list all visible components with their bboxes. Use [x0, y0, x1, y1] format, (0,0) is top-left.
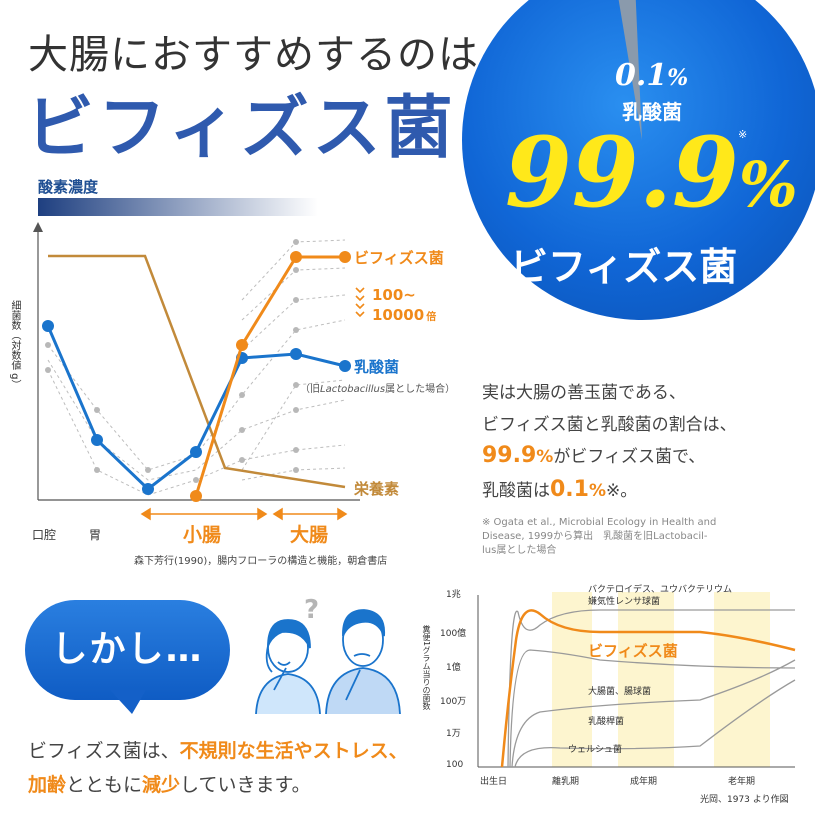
question-mark: ? [304, 595, 319, 625]
x-label-large-intestine: 大腸 [290, 524, 329, 546]
explanation-line-4: 乳酸菌は0.1%※。 [482, 477, 638, 502]
age-y-tick-5: 100 [446, 760, 464, 770]
oxygen-label: 酸素濃度 [38, 178, 99, 196]
age-x-tick-0: 出生日 [480, 777, 508, 787]
adult-band [618, 592, 674, 767]
bif-label: ビフィズス菌 [354, 249, 444, 267]
ecoli-curve [509, 649, 796, 768]
lactic-note: （旧Lactobacillus属とした場合） [300, 384, 456, 395]
lactic-age-label: 乳酸桿菌 [588, 717, 625, 727]
x-label-small-intestine: 小腸 [183, 524, 222, 546]
explanation-line-3: 99.9%がビフィズス菌で、 [482, 443, 706, 468]
y-axis-label: 細菌数（対数値 g） [9, 300, 20, 390]
citation-line-2: Disease, 1999から算出 乳酸菌を旧Lactobacil- [482, 531, 708, 542]
chart-source: 森下芳行(1990)，腸内フローラの構造と機能，朝倉書店 [134, 556, 388, 567]
weaning-band [552, 592, 592, 767]
man-figure [325, 609, 401, 715]
lactic-label: 乳酸菌 [354, 358, 400, 376]
ratio-circle [462, 0, 815, 320]
bottom-line-2: 加齢とともに減少していきます。 [28, 774, 311, 796]
bottom-line-1: ビフィズス菌は、不規則な生活やストレス、 [28, 740, 408, 762]
age-y-tick-4: 1万 [446, 729, 461, 739]
big-label: ビフィズス菌 [510, 245, 738, 289]
lactic-slice [618, 0, 642, 140]
lactic-curve [511, 659, 796, 768]
bif-age-curve [500, 609, 796, 768]
age-y-tick-0: 1兆 [446, 590, 461, 600]
explanation-line-2: ビフィズス菌と乳酸菌の割合は、 [482, 415, 737, 435]
bif-points [190, 251, 351, 502]
age-y-tick-1: 100億 [440, 629, 467, 639]
ratio-label-1: 100~ [372, 286, 416, 304]
age-x-tick-1: 離乳期 [552, 777, 580, 787]
citation-line-1: ※ Ogata et al., Microbial Ecology in Hea… [482, 517, 717, 528]
explanation-line-1: 実は大腸の善玉菌である、 [482, 383, 686, 403]
age-x-tick-3: 老年期 [728, 777, 756, 787]
welchii-curve [514, 679, 796, 768]
other-bacteria-curves [507, 609, 796, 768]
age-y-tick-2: 1億 [446, 663, 461, 673]
oxygen-gradient-bar [38, 198, 318, 216]
age-chart-source: 光岡、1973 より作図 [700, 795, 789, 805]
bacteroides-label-1: バクテロイデス、ユウバクテリウム [588, 585, 733, 595]
speech-bubble-tail [110, 690, 146, 714]
citation-line-3: lus属とした場合 [482, 545, 557, 556]
headline-main: ビフィズス菌 [26, 88, 457, 168]
headline: 大腸におすすめするのは [28, 32, 479, 78]
bif-age-label: ビフィズス菌 [588, 642, 678, 660]
age-x-tick-2: 成年期 [630, 777, 658, 787]
small-label: 乳酸菌 [622, 100, 682, 124]
y-axis-arrow [33, 222, 43, 232]
ratio-label-2: 10000 倍 [372, 306, 437, 324]
bif-line [194, 255, 345, 497]
intestine-arrows [140, 507, 348, 521]
lactic-points [42, 320, 351, 495]
worried-people-illustration: ? [255, 595, 401, 715]
woman-figure [255, 619, 321, 715]
bubble-text: しかし… [51, 629, 204, 670]
increase-chevrons [355, 287, 365, 318]
speech-bubble [25, 600, 230, 700]
nutrient-label: 栄養素 [354, 480, 400, 498]
welchii-label: ウェルシュ菌 [568, 745, 623, 755]
note-mark: ※ [738, 128, 748, 141]
x-label-mouth: 口腔 [32, 528, 57, 542]
elderly-band [714, 592, 770, 767]
small-percent: 0.1% [615, 58, 689, 93]
age-y-tick-3: 100万 [440, 697, 467, 707]
age-y-axis-label: 糞便1グラム当りの菌数 [422, 625, 431, 711]
x-label-stomach: 胃 [89, 528, 102, 542]
nutrient-line [48, 254, 346, 489]
big-percent: 99.9% [505, 116, 798, 229]
bacteroides-label-2: 嫌気性レンサ球菌 [588, 597, 661, 607]
ecoli-label: 大腸菌、腸球菌 [588, 687, 652, 697]
